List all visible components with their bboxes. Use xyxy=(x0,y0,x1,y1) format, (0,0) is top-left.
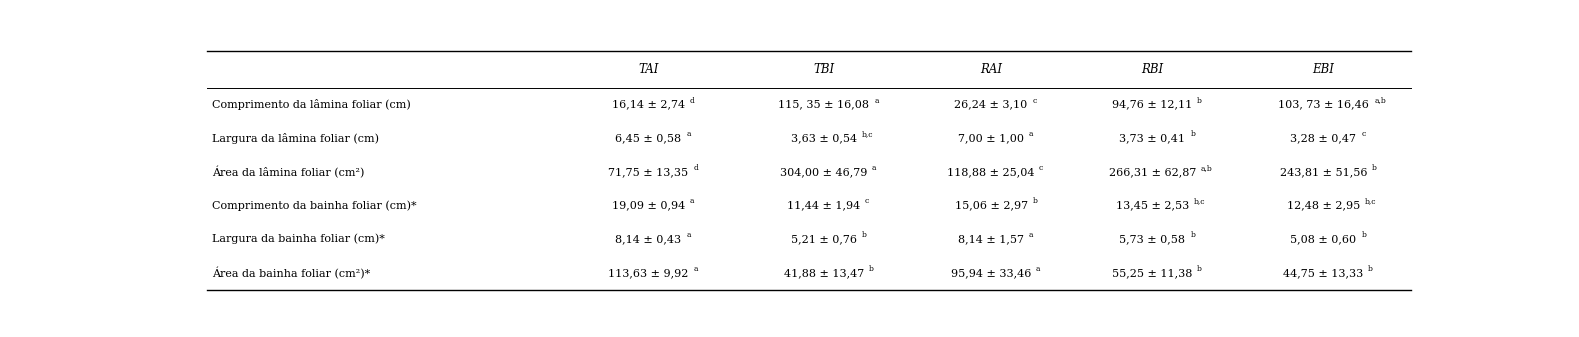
Text: Comprimento da lâmina foliar (cm): Comprimento da lâmina foliar (cm) xyxy=(212,99,411,110)
Text: c: c xyxy=(1039,164,1044,172)
Text: 16,14 ± 2,74: 16,14 ± 2,74 xyxy=(613,100,685,110)
Text: a: a xyxy=(872,164,876,172)
Text: 26,24 ± 3,10: 26,24 ± 3,10 xyxy=(954,100,1028,110)
Text: Área da bainha foliar (cm²)*: Área da bainha foliar (cm²)* xyxy=(212,267,371,279)
Text: 6,45 ± 0,58: 6,45 ± 0,58 xyxy=(616,133,682,143)
Text: a,b: a,b xyxy=(1375,97,1386,104)
Text: a: a xyxy=(875,97,880,104)
Text: 95,94 ± 33,46: 95,94 ± 33,46 xyxy=(951,268,1031,278)
Text: b,c: b,c xyxy=(1194,197,1205,206)
Text: TBI: TBI xyxy=(813,63,834,76)
Text: 15,06 ± 2,97: 15,06 ± 2,97 xyxy=(954,201,1028,211)
Text: 266,31 ± 62,87: 266,31 ± 62,87 xyxy=(1108,167,1197,177)
Text: b: b xyxy=(1367,265,1374,273)
Text: 71,75 ± 13,35: 71,75 ± 13,35 xyxy=(608,167,688,177)
Text: 94,76 ± 12,11: 94,76 ± 12,11 xyxy=(1112,100,1192,110)
Text: 243,81 ± 51,56: 243,81 ± 51,56 xyxy=(1279,167,1367,177)
Text: RBI: RBI xyxy=(1142,63,1164,76)
Text: b: b xyxy=(862,231,867,239)
Text: 103, 73 ± 16,46: 103, 73 ± 16,46 xyxy=(1277,100,1369,110)
Text: Comprimento da bainha foliar (cm)*: Comprimento da bainha foliar (cm)* xyxy=(212,200,417,211)
Text: b: b xyxy=(1372,164,1377,172)
Text: EBI: EBI xyxy=(1312,63,1334,76)
Text: Largura da lâmina foliar (cm): Largura da lâmina foliar (cm) xyxy=(212,133,379,144)
Text: b,c: b,c xyxy=(1364,197,1377,206)
Text: a: a xyxy=(1030,231,1034,239)
Text: b: b xyxy=(1191,130,1195,138)
Text: 8,14 ± 0,43: 8,14 ± 0,43 xyxy=(616,234,682,244)
Text: b: b xyxy=(1191,231,1195,239)
Text: Largura da bainha foliar (cm)*: Largura da bainha foliar (cm)* xyxy=(212,234,385,244)
Text: b: b xyxy=(868,265,873,273)
Text: a,b: a,b xyxy=(1200,164,1213,172)
Text: a: a xyxy=(1030,130,1034,138)
Text: 304,00 ± 46,79: 304,00 ± 46,79 xyxy=(780,167,867,177)
Text: a: a xyxy=(693,265,698,273)
Text: 8,14 ± 1,57: 8,14 ± 1,57 xyxy=(958,234,1025,244)
Text: a: a xyxy=(690,197,695,206)
Text: a: a xyxy=(1036,265,1041,273)
Text: c: c xyxy=(1361,130,1366,138)
Text: TAI: TAI xyxy=(638,63,658,76)
Text: 3,63 ± 0,54: 3,63 ± 0,54 xyxy=(791,133,857,143)
Text: b: b xyxy=(1033,197,1037,206)
Text: 113,63 ± 9,92: 113,63 ± 9,92 xyxy=(608,268,688,278)
Text: 5,21 ± 0,76: 5,21 ± 0,76 xyxy=(791,234,857,244)
Text: 44,75 ± 13,33: 44,75 ± 13,33 xyxy=(1284,268,1364,278)
Text: d: d xyxy=(690,97,695,104)
Text: 3,73 ± 0,41: 3,73 ± 0,41 xyxy=(1120,133,1186,143)
Text: Área da lâmina foliar (cm²): Área da lâmina foliar (cm²) xyxy=(212,166,365,178)
Text: c: c xyxy=(865,197,870,206)
Text: 7,00 ± 1,00: 7,00 ± 1,00 xyxy=(958,133,1025,143)
Text: 115, 35 ± 16,08: 115, 35 ± 16,08 xyxy=(778,100,868,110)
Text: 5,08 ± 0,60: 5,08 ± 0,60 xyxy=(1290,234,1356,244)
Text: b: b xyxy=(1197,265,1202,273)
Text: 13,45 ± 2,53: 13,45 ± 2,53 xyxy=(1116,201,1189,211)
Text: b,c: b,c xyxy=(862,130,873,138)
Text: c: c xyxy=(1033,97,1037,104)
Text: 19,09 ± 0,94: 19,09 ± 0,94 xyxy=(611,201,685,211)
Text: a: a xyxy=(687,130,692,138)
Text: 118,88 ± 25,04: 118,88 ± 25,04 xyxy=(947,167,1034,177)
Text: 55,25 ± 11,38: 55,25 ± 11,38 xyxy=(1112,268,1192,278)
Text: b: b xyxy=(1197,97,1202,104)
Text: 41,88 ± 13,47: 41,88 ± 13,47 xyxy=(783,268,864,278)
Text: RAI: RAI xyxy=(981,63,1003,76)
Text: b: b xyxy=(1361,231,1366,239)
Text: 12,48 ± 2,95: 12,48 ± 2,95 xyxy=(1287,201,1360,211)
Text: d: d xyxy=(693,164,698,172)
Text: 5,73 ± 0,58: 5,73 ± 0,58 xyxy=(1120,234,1186,244)
Text: 3,28 ± 0,47: 3,28 ± 0,47 xyxy=(1290,133,1356,143)
Text: 11,44 ± 1,94: 11,44 ± 1,94 xyxy=(786,201,861,211)
Text: a: a xyxy=(687,231,692,239)
